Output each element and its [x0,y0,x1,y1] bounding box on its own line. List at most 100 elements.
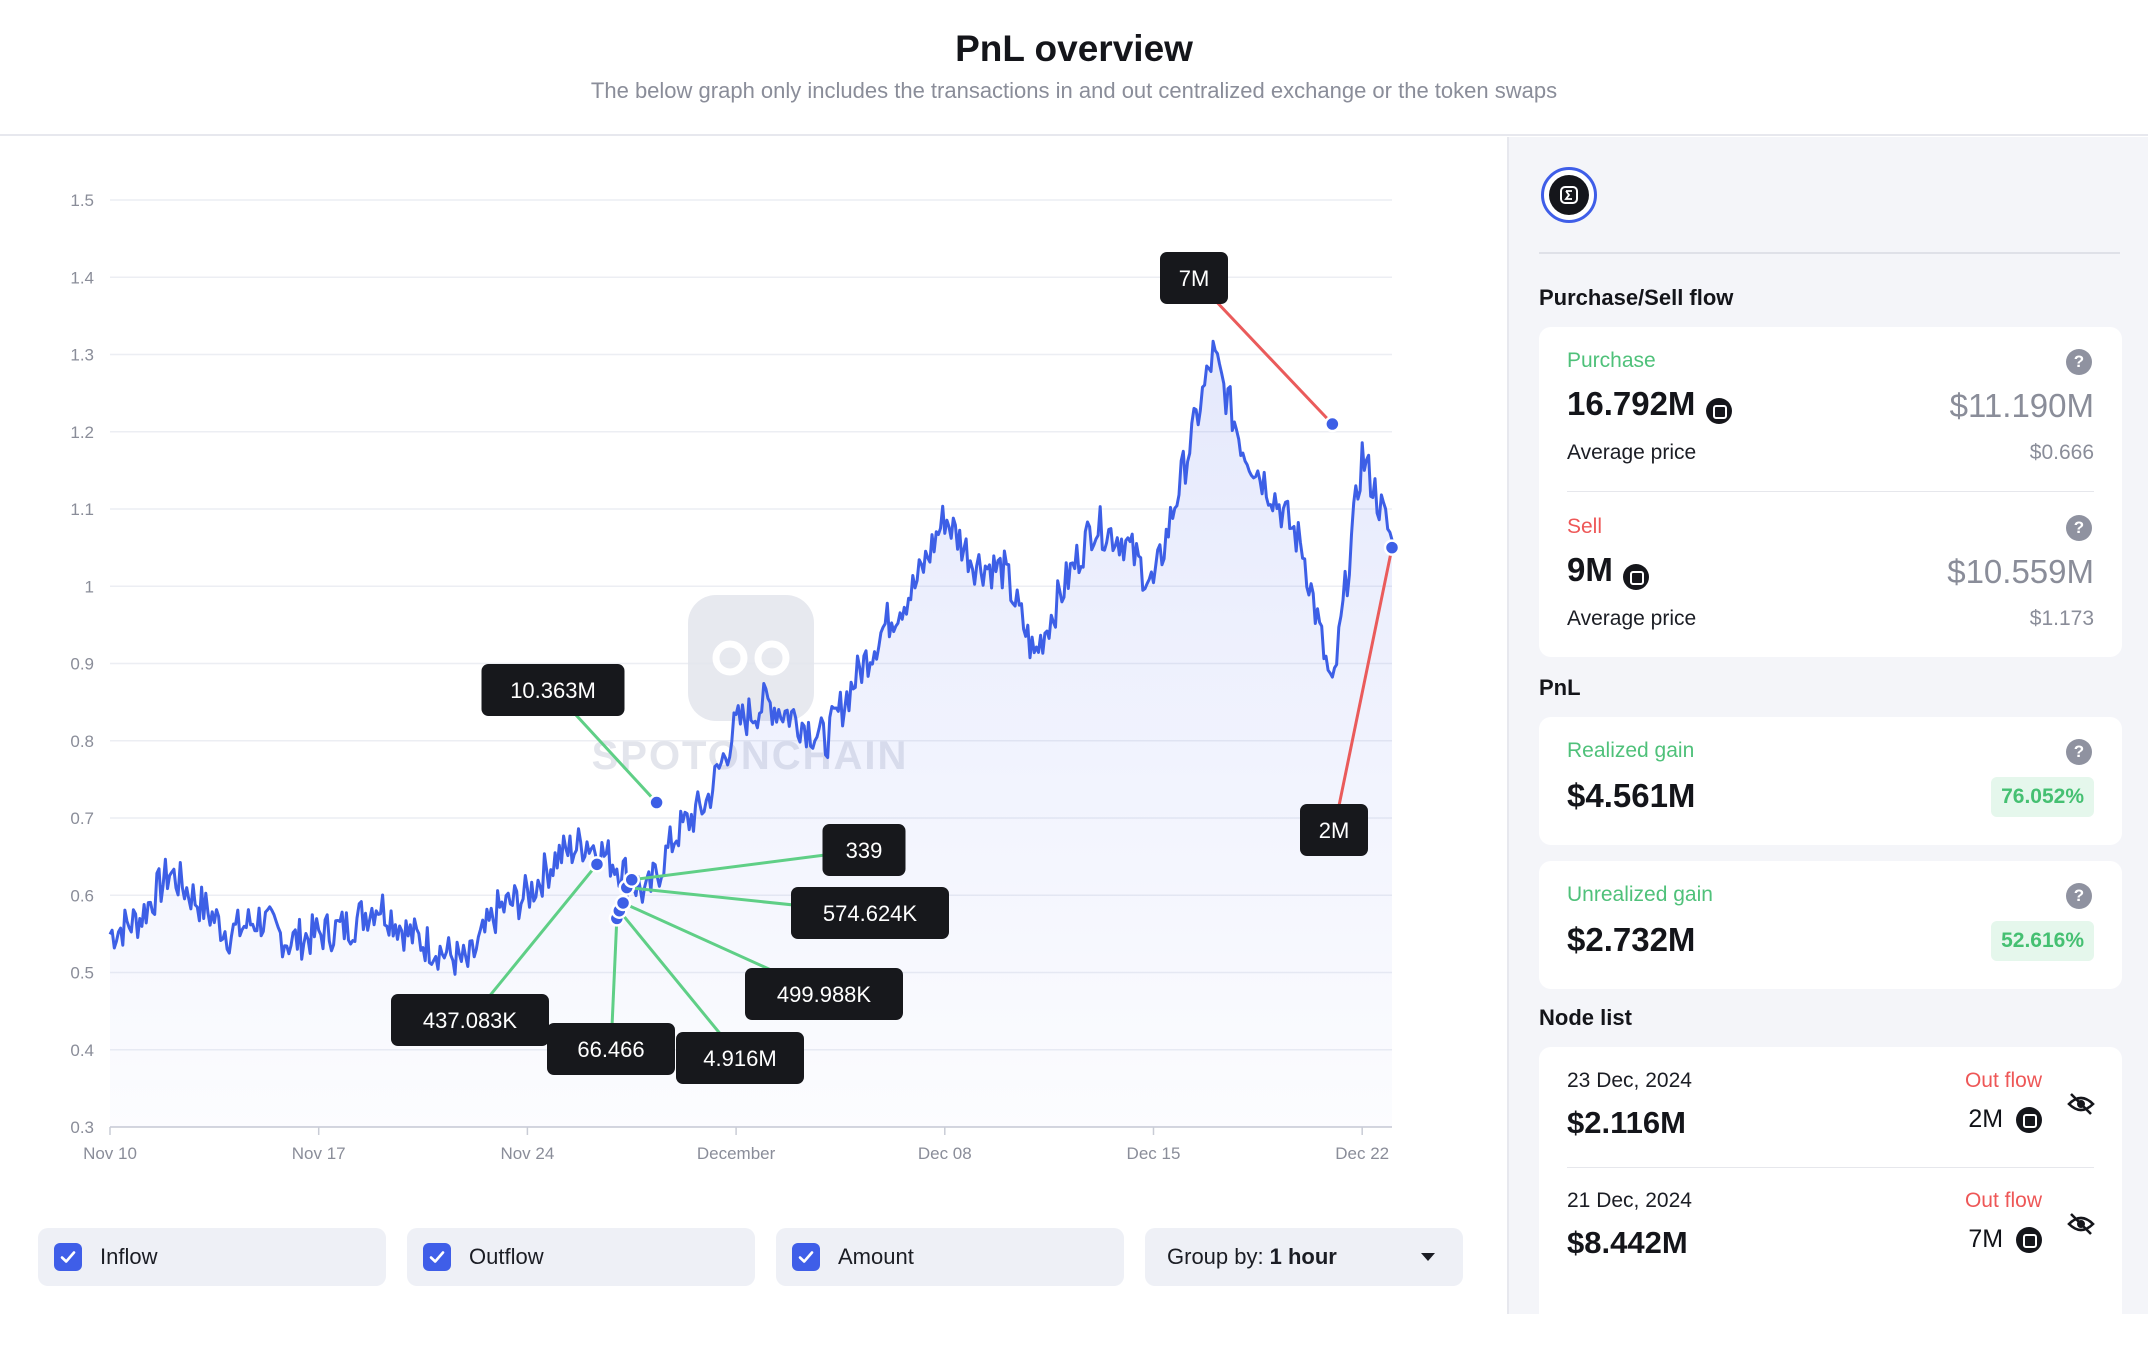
annotation-point [648,794,665,811]
help-icon[interactable]: ? [2066,349,2092,375]
inflow-toggle[interactable]: Inflow [38,1228,386,1286]
page-title: PnL overview [955,28,1193,69]
inflow-label: Inflow [100,1244,158,1269]
node-item[interactable]: 21 Dec, 2024 $8.442M Out flow 7M [1539,1167,2122,1287]
unrealized-gain-card: Unrealized gain ? $2.732M 52.616% [1539,861,2122,989]
node-item[interactable]: 23 Dec, 2024 $2.116M Out flow 2M [1539,1047,2122,1167]
annotation-label: 574.624K [823,901,918,926]
annotation-box [1300,804,1368,856]
unrealized-label: Unrealized gain [1567,883,1713,906]
annotation-point [1383,539,1401,556]
checkbox-checked-icon[interactable] [423,1243,451,1271]
node-flow-type: Out flow [1964,1189,2042,1212]
series-area [110,341,1392,1127]
annotation-label: 4.916M [703,1046,776,1071]
sell-label: Sell [1567,515,1603,538]
node-divider [1567,1167,2094,1168]
y-tick-label: 1.1 [70,500,94,519]
node-value: $8.442M [1567,1225,1688,1260]
series-line [108,339,1394,976]
page-subtitle: The below graph only includes the transa… [590,78,1558,103]
token-icon [1623,563,1650,590]
unrealized-pct-badge: 52.616% [1991,921,2094,961]
purchase-sell-card: Purchase ? 16.792M $11.190M Average pric… [1539,327,2122,657]
amount-toggle[interactable]: Amount [776,1228,1124,1286]
watermark-logo-part [754,640,790,676]
node-list-card: 23 Dec, 2024 $2.116M Out flow 2M 21 Dec,… [1539,1047,2122,1347]
annotation-connector [1332,547,1394,831]
sell-usd: $10.559M [1947,553,2094,590]
node-value: $2.116M [1567,1105,1686,1140]
help-icon[interactable]: ? [2066,515,2092,541]
eye-off-icon[interactable] [2066,1211,2096,1242]
help-icon[interactable]: ? [2066,883,2092,909]
annotation-box [745,968,903,1020]
watermark-logo [688,595,814,721]
x-tick-label: December [697,1144,776,1163]
watermark-logo-part [712,640,748,676]
annotation-label: 339 [846,838,883,863]
annotation-label: 10.363M [510,678,596,703]
node-amount-row: 7M [1968,1225,2042,1254]
annotation-point [588,856,606,873]
x-tick-label: Dec 08 [918,1144,972,1163]
purchase-amount-row: 16.792M [1567,385,1732,424]
y-tick-label: 0.9 [70,655,94,674]
y-tick-label: 0.4 [70,1041,94,1060]
y-tick-label: 1.5 [70,191,94,210]
y-tick-label: 0.5 [70,964,94,983]
annotation-label: 499.988K [777,982,872,1007]
checkbox-checked-icon[interactable] [792,1243,820,1271]
annotation-label: 2M [1319,818,1350,843]
page-header: PnL overview The below graph only includ… [0,0,2148,136]
node-list-title: Node list [1539,1005,1632,1030]
annotation-point [614,894,632,912]
outflow-toggle[interactable]: Outflow [407,1228,755,1286]
checkbox-checked-icon[interactable] [54,1243,82,1271]
group-by-prefix: Group by: [1167,1244,1264,1269]
chart-svg[interactable]: 1.5 1.4 1.3 1.2 1.1 1 0.9 0.8 0.7 0.6 0.5 0.4 0.3 Nov… [0,137,1506,1314]
annotation-point [1324,415,1341,433]
card-divider [1567,491,2094,492]
realized-gain-card: Realized gain ? $4.561M 76.052% [1539,717,2122,845]
y-tick-label: 1.4 [70,268,94,287]
x-tick-label: Dec 15 [1127,1144,1181,1163]
token-icon [2016,1227,2042,1254]
x-tick-label: Nov 17 [292,1144,346,1163]
flow-section-title: Purchase/Sell flow [1539,285,1734,310]
y-tick-label: 0.8 [70,732,94,751]
annotation-label: 66.466 [577,1037,644,1062]
caret-down-icon[interactable] [1421,1253,1435,1261]
group-by-select[interactable]: Group by: 1 hour [1145,1228,1463,1286]
realized-label: Realized gain [1567,739,1695,762]
group-by-value: 1 hour [1269,1244,1337,1269]
eye-off-icon[interactable] [2066,1091,2096,1122]
purchase-label: Purchase [1567,349,1656,372]
x-tick-label: Nov 10 [83,1144,137,1163]
purchase-avg-label: Average price [1567,441,1697,464]
realized-pct-badge: 76.052% [1991,777,2094,817]
annotation-box [822,824,906,876]
purchase-avg-value: $0.666 [2029,441,2094,464]
annotation-box [1160,252,1228,304]
help-icon[interactable]: ? [2066,739,2092,765]
y-tick-label: 1.3 [70,346,94,365]
annotation-box [391,994,549,1046]
pnl-chart[interactable]: 1.5 1.4 1.3 1.2 1.1 1 0.9 0.8 0.7 0.6 0.5 0.4 0.3 Nov… [0,137,1506,1314]
realized-value: $4.561M [1567,777,1696,814]
sidebar-divider [1539,252,2120,254]
outflow-label: Outflow [469,1244,544,1269]
node-flow-type: Out flow [1964,1069,2042,1092]
annotation-box [791,887,949,939]
sell-amount: 9M [1567,551,1613,588]
sell-avg-label: Average price [1567,607,1697,630]
annotation-box [547,1023,675,1075]
amount-label: Amount [838,1244,914,1269]
x-tick-label: Dec 22 [1335,1144,1389,1163]
annotation-box [481,664,625,716]
sell-avg-value: $1.173 [2029,607,2094,630]
node-date: 23 Dec, 2024 [1567,1069,1692,1092]
y-tick-label: 0.3 [70,1118,94,1137]
y-tick-label: 0.6 [70,886,94,905]
y-tick-label: 0.7 [70,809,94,828]
